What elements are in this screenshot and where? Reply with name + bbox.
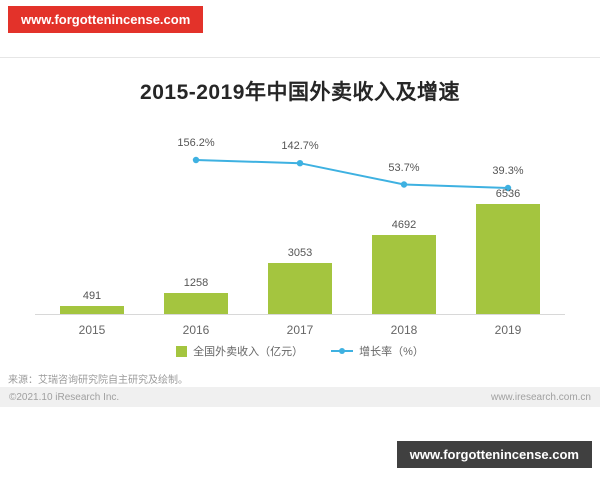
bar-2017 (268, 263, 332, 314)
bar-value-label-2019: 6536 (495, 188, 521, 200)
bar-2018 (372, 235, 436, 314)
category-label-2018: 2018 (390, 323, 418, 337)
category-label-2015: 2015 (78, 323, 106, 337)
growth-label-2018: 53.7% (388, 161, 420, 174)
growth-point-2 (400, 181, 408, 188)
watermark-bottom-banner: www.forgottenincense.com (396, 441, 592, 468)
watermark-top-banner: www.forgottenincense.com (8, 6, 204, 33)
iresearch-url: www.iresearch.com.cn (490, 391, 591, 403)
growth-point-0 (192, 156, 200, 164)
growth-label-2016: 156.2% (177, 136, 215, 149)
x-axis-line (35, 314, 565, 315)
footer-bar: ©2021.10 iResearch Inc. www.iresearch.co… (0, 387, 600, 407)
legend-line-dot (339, 348, 346, 354)
bar-value-label-2018: 4692 (391, 219, 417, 231)
growth-label-2017: 142.7% (281, 140, 319, 153)
bar-2016 (164, 293, 228, 314)
bar-2015 (60, 306, 124, 314)
growth-point-3 (504, 184, 512, 192)
legend-label-growth: 增长率（%） (359, 346, 424, 358)
category-label-2016: 2016 (182, 323, 210, 337)
growth-point-1 (296, 160, 304, 167)
category-label-2019: 2019 (494, 323, 522, 337)
bar-value-label-2017: 3053 (287, 247, 313, 259)
legend-item-growth: 增长率（%） (331, 343, 424, 359)
chart-title: 2015-2019年中国外卖收入及增速 (140, 81, 460, 104)
legend-bar-swatch (176, 345, 188, 357)
top-divider (0, 57, 600, 58)
bar-value-label-2016: 1258 (183, 277, 209, 289)
growth-label-2019: 39.3% (492, 164, 524, 177)
copyright-text: ©2021.10 iResearch Inc. (9, 391, 120, 403)
chart-legend: 全国外卖收入（亿元） 增长率（%） (0, 343, 600, 359)
growth-rate-line (192, 156, 512, 192)
legend-item-revenue: 全国外卖收入（亿元） (176, 343, 303, 359)
category-label-2017: 2017 (286, 323, 314, 337)
chart-plot-area: 491 2015 1258 2016 156.2% 3053 2017 142.7% 4692 2… (35, 130, 565, 337)
bar-2019 (476, 204, 540, 314)
source-note: 来源：艾瑞咨询研究院自主研究及绘制。 (8, 375, 188, 386)
bar-value-label-2015: 491 (82, 290, 102, 302)
legend-label-revenue: 全国外卖收入（亿元） (193, 346, 304, 358)
legend-line-swatch (331, 348, 354, 354)
